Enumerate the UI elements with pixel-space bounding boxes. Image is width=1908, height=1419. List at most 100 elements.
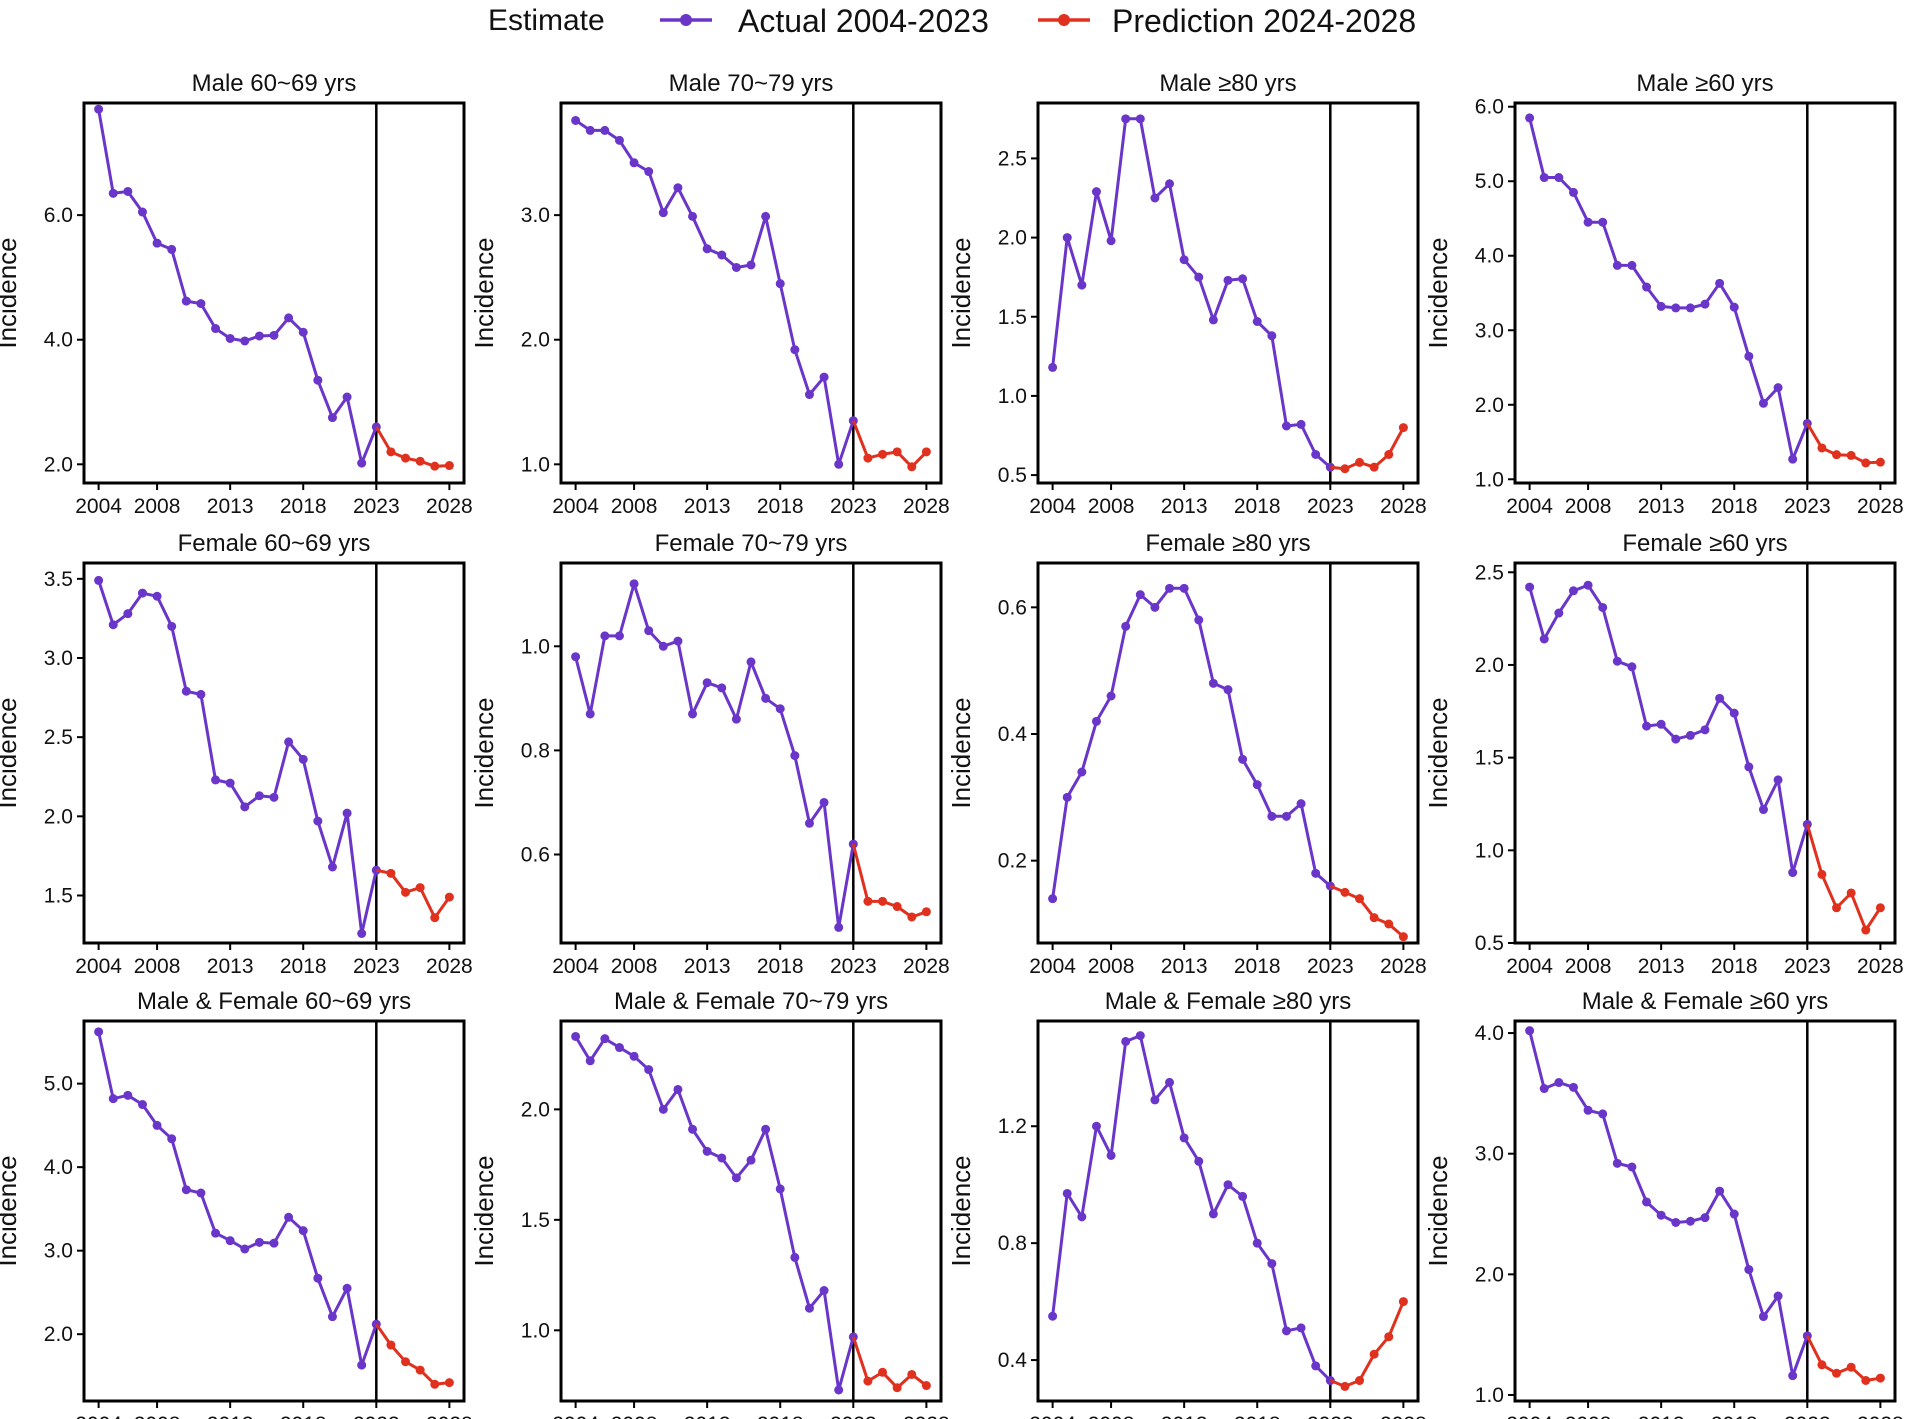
y-tick-label: 1.5	[1475, 747, 1504, 770]
actual-data-point	[1223, 275, 1233, 285]
plot-frame	[559, 1019, 943, 1403]
panel-title: Female 60~69 yrs	[178, 530, 371, 557]
x-tick-label: 2013	[1161, 495, 1208, 518]
actual-data-point	[1091, 187, 1101, 197]
actual-data-point	[225, 333, 235, 343]
actual-data-point	[746, 1155, 756, 1165]
prediction-data-point	[878, 449, 888, 459]
y-tick-label: 2.5	[1475, 561, 1504, 584]
actual-data-point	[585, 709, 595, 719]
actual-data-point	[1773, 383, 1783, 393]
actual-data-point	[1583, 217, 1593, 227]
actual-series-line	[1051, 1034, 1332, 1382]
x-tick-label: 2028	[426, 495, 473, 518]
y-tick-label: 2.0	[44, 805, 73, 828]
prediction-data-point	[878, 1367, 888, 1377]
panel-title: Male ≥60 yrs	[1636, 70, 1773, 97]
actual-data-point	[1525, 113, 1535, 123]
actual-data-point	[108, 188, 118, 198]
plot-frame	[82, 101, 466, 485]
chart-panel-12: Male & Female ≥60 yrs Incidence 1.0 2.0 3.0 4…	[1423, 988, 1904, 1419]
x-tick-label: 2028	[903, 1413, 950, 1419]
actual-data-point	[585, 1056, 595, 1066]
x-tick-label: 2004	[75, 495, 122, 518]
actual-data-point	[1223, 685, 1233, 695]
actual-data-point	[1062, 233, 1072, 243]
prediction-data-point	[401, 1357, 411, 1367]
actual-data-point	[108, 620, 118, 630]
chart-panels: Male 60~69 yrs Incidence 2.0 4.0 6.0 2004 2008…	[0, 70, 1904, 1419]
prediction-data-point	[1817, 869, 1827, 879]
actual-data-point	[1267, 331, 1277, 341]
actual-data-point	[614, 1043, 624, 1053]
legend-actual-label: Actual 2004-2023	[738, 3, 989, 39]
prediction-data-point	[386, 1340, 396, 1350]
actual-data-point	[848, 839, 858, 849]
y-tick-label: 1.0	[521, 453, 550, 476]
plot-frame	[1513, 1019, 1897, 1403]
actual-data-point	[1121, 621, 1131, 631]
y-tick-label: 2.0	[44, 453, 73, 476]
prediction-data-point	[444, 461, 454, 471]
actual-data-point	[152, 238, 162, 248]
actual-data-point	[1627, 260, 1637, 270]
x-tick-label: 2004	[552, 1413, 599, 1419]
panel-title: Male & Female ≥80 yrs	[1105, 988, 1352, 1015]
actual-data-point	[225, 1236, 235, 1246]
y-tick-label: 4.0	[44, 1156, 73, 1179]
actual-data-point	[327, 413, 337, 423]
actual-data-point	[1208, 315, 1218, 325]
x-tick-label: 2028	[1380, 955, 1427, 978]
y-tick-label: 2.0	[1475, 654, 1504, 677]
prediction-data-point	[415, 883, 425, 893]
x-tick-label: 2018	[280, 955, 327, 978]
actual-data-point	[571, 652, 581, 662]
actual-data-point	[1685, 1216, 1695, 1226]
y-tick-label: 1.0	[521, 1319, 550, 1342]
actual-data-point	[1311, 868, 1321, 878]
actual-data-point	[1671, 303, 1681, 313]
prediction-data-point	[401, 887, 411, 897]
actual-data-point	[790, 345, 800, 355]
prediction-data-point	[863, 453, 873, 463]
actual-data-point	[702, 678, 712, 688]
actual-data-point	[658, 208, 668, 218]
actual-data-point	[1554, 173, 1564, 183]
actual-data-point	[644, 167, 654, 177]
actual-data-point	[181, 1185, 191, 1195]
y-tick-label: 6.0	[1475, 96, 1504, 119]
prediction-data-point	[1369, 1349, 1379, 1359]
plot-frame	[82, 561, 466, 945]
prediction-data-point	[1846, 450, 1856, 460]
actual-data-point	[1729, 708, 1739, 718]
x-tick-label: 2018	[1234, 955, 1281, 978]
actual-data-point	[1208, 1209, 1218, 1219]
plot-frame	[1036, 561, 1420, 945]
prediction-data-point	[430, 1379, 440, 1389]
y-axis-label: Incidence	[0, 697, 22, 808]
y-tick-label: 3.5	[44, 568, 73, 591]
actual-data-point	[819, 372, 829, 382]
actual-data-point	[1223, 1180, 1233, 1190]
x-tick-label: 2023	[1307, 955, 1354, 978]
prediction-data-point	[907, 912, 917, 922]
y-axis-label: Incidence	[946, 1155, 976, 1266]
y-axis-label: Incidence	[1423, 697, 1453, 808]
actual-data-point	[1238, 274, 1248, 284]
y-axis-label: Incidence	[1423, 237, 1453, 348]
prediction-data-point	[1340, 464, 1350, 474]
actual-data-point	[717, 1153, 727, 1163]
chart-panel-9: Male & Female 60~69 yrs Incidence 2.0 3.0 4.…	[0, 988, 473, 1419]
prediction-data-point	[1355, 894, 1365, 904]
actual-data-point	[673, 1084, 683, 1094]
y-tick-label: 0.8	[998, 1232, 1027, 1255]
panel-title: Female 70~79 yrs	[655, 530, 848, 557]
x-tick-label: 2023	[1784, 1413, 1831, 1419]
actual-data-point	[123, 609, 133, 619]
prediction-data-point	[1340, 887, 1350, 897]
actual-data-point	[717, 683, 727, 693]
actual-series-line	[1528, 583, 1809, 875]
actual-data-point	[298, 754, 308, 764]
actual-data-point	[123, 1090, 133, 1100]
prediction-data-point	[430, 913, 440, 923]
